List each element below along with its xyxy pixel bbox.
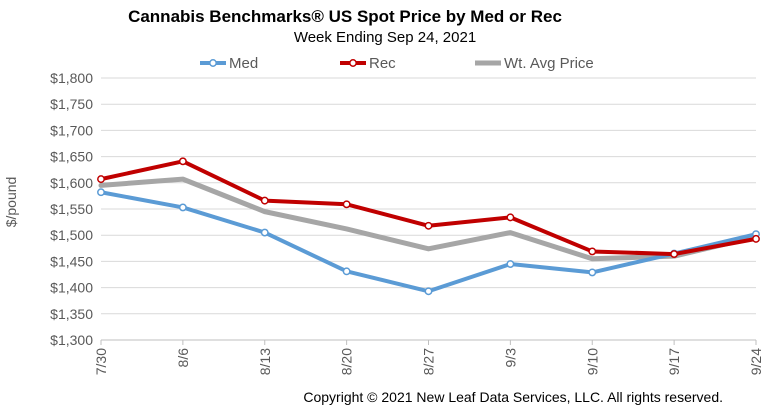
x-tick-label: 9/24 <box>748 348 764 375</box>
legend-item: Rec <box>340 55 396 72</box>
x-tick-label: 8/13 <box>257 348 273 375</box>
x-axis-ticks: 7/30 8/6 8/13 8/20 8/27 9/3 9/10 9/17 9/24 <box>93 340 764 375</box>
legend-label: Med <box>229 55 258 72</box>
y-tick-label: $1,500 <box>50 227 93 243</box>
legend-label: Rec <box>369 55 396 72</box>
data-point <box>260 196 269 205</box>
legend-marker <box>209 59 217 67</box>
y-tick-label: $1,350 <box>50 306 93 322</box>
series-med <box>97 188 760 296</box>
copyright-text: Copyright © 2021 New Leaf Data Services,… <box>303 389 723 405</box>
y-tick-label: $1,450 <box>50 253 93 269</box>
legend-item: Wt. Avg Price <box>475 55 594 72</box>
series-line <box>98 176 759 262</box>
data-point <box>178 203 187 212</box>
data-point <box>588 247 597 256</box>
data-point <box>424 287 433 296</box>
series-line <box>99 159 758 257</box>
data-point <box>506 213 515 222</box>
data-point <box>670 250 679 259</box>
series-rec <box>97 157 760 259</box>
x-tick-label: 9/3 <box>502 348 518 368</box>
y-tick-label: $1,700 <box>50 122 93 138</box>
x-tick-label: 8/27 <box>421 348 437 375</box>
data-point <box>588 268 597 277</box>
data-point <box>178 157 187 166</box>
x-tick-label: 8/6 <box>175 348 191 368</box>
x-tick-label: 7/30 <box>93 348 109 375</box>
y-axis-ticks: $1,800 $1,750 $1,700 $1,650 $1,600 $1,550 $1,5… <box>50 70 93 348</box>
legend: Med Rec Wt. Avg Price <box>200 55 594 72</box>
y-tick-label: $1,800 <box>50 70 93 86</box>
legend-marker <box>349 59 357 67</box>
series-layer <box>97 157 760 296</box>
data-point <box>97 188 105 197</box>
data-point <box>260 228 269 237</box>
chart-subtitle: Week Ending Sep 24, 2021 <box>294 29 476 46</box>
chart-title: Cannabis Benchmarks® US Spot Price by Me… <box>128 7 562 26</box>
legend-label: Wt. Avg Price <box>504 55 594 72</box>
data-point <box>752 234 760 243</box>
y-tick-label: $1,750 <box>50 96 93 112</box>
y-axis-label: $/pound <box>3 177 19 228</box>
data-point <box>342 267 351 276</box>
x-tick-label: 9/10 <box>584 348 600 375</box>
grid-lines <box>101 77 756 341</box>
data-point <box>506 260 515 268</box>
x-tick-label: 8/20 <box>339 348 355 375</box>
y-tick-label: $1,600 <box>50 175 93 191</box>
legend-item: Med <box>200 55 258 72</box>
y-tick-label: $1,400 <box>50 280 93 296</box>
data-point <box>97 175 105 184</box>
data-point <box>342 200 351 209</box>
y-tick-label: $1,550 <box>50 201 93 217</box>
y-tick-label: $1,650 <box>50 149 93 165</box>
data-point <box>424 221 433 230</box>
x-tick-label: 9/17 <box>666 348 682 375</box>
series-line <box>99 190 758 294</box>
series-wt-avg-price <box>98 176 759 262</box>
y-tick-label: $1,300 <box>50 332 93 348</box>
